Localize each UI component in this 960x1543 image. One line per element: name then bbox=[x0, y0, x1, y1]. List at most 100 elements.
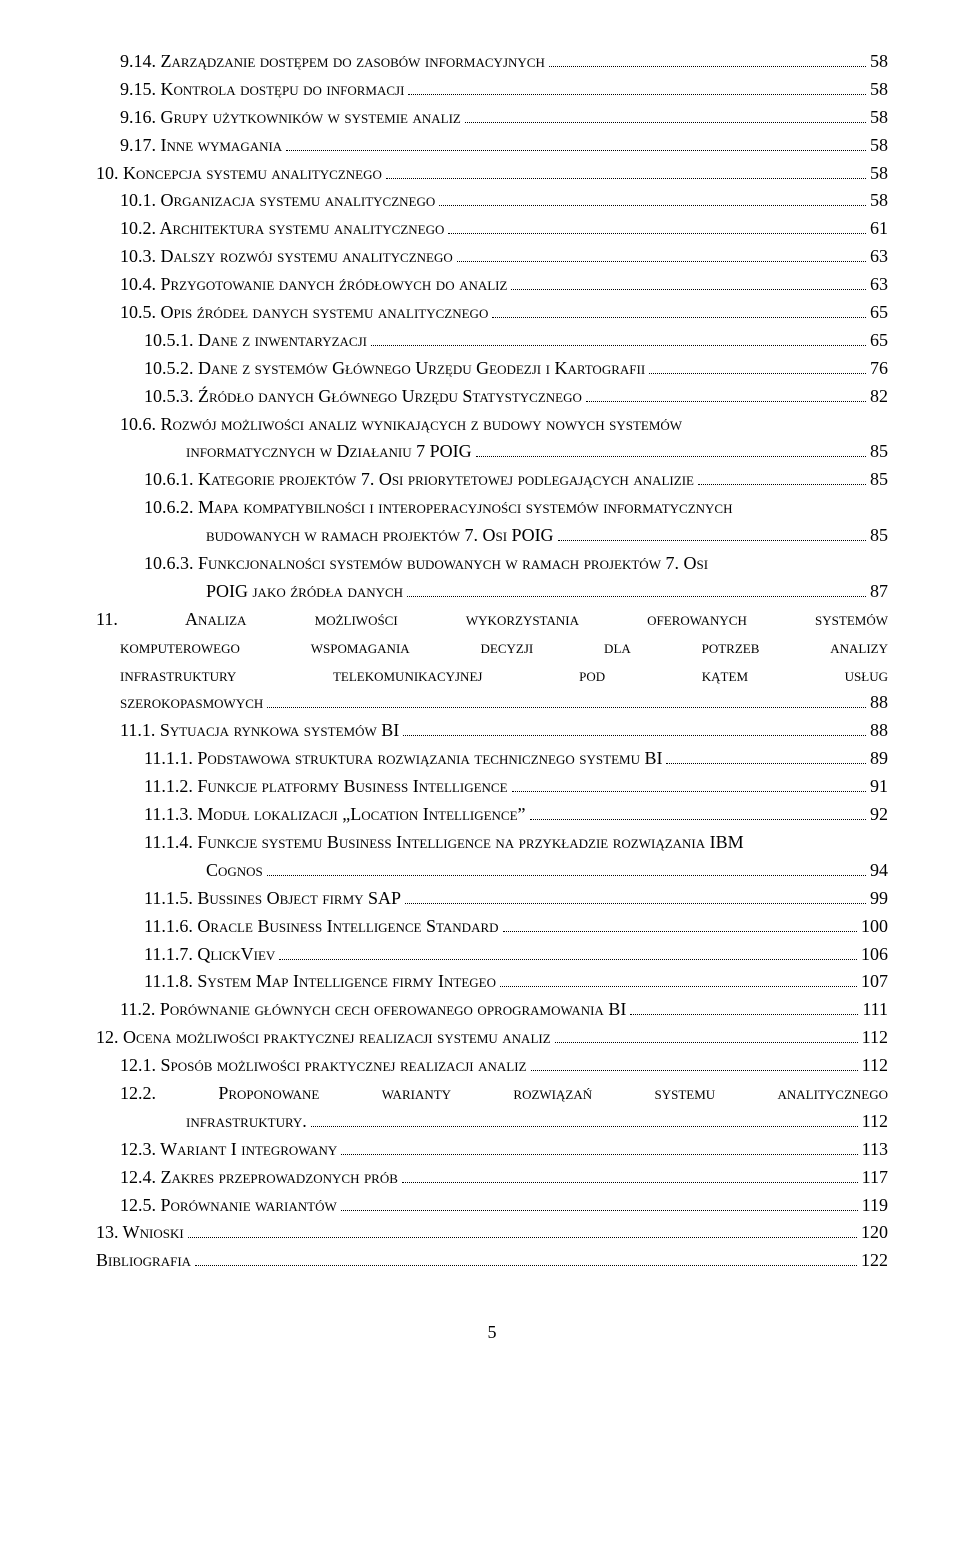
toc-entry: 12.2. Proponowane warianty rozwiązań sys… bbox=[96, 1080, 888, 1108]
toc-entry-page: 63 bbox=[870, 271, 888, 299]
toc-entry-page: 85 bbox=[870, 522, 888, 550]
toc-entry-label: 10.5.1. Dane z inwentaryzacji bbox=[144, 327, 367, 355]
toc-entry-page: 89 bbox=[870, 745, 888, 773]
toc-entry-label: 11.1.2. Funkcje platformy Business Intel… bbox=[144, 773, 508, 801]
toc-entry-label: 11.1.8. System Map Intelligence firmy In… bbox=[144, 968, 496, 996]
toc-entry-page: 120 bbox=[861, 1219, 888, 1247]
toc-entry: Bibliografia 122 bbox=[96, 1247, 888, 1275]
toc-entry-label: 10.6.3. Funkcjonalności systemów budowan… bbox=[144, 550, 708, 578]
toc-entry-label: 11.1.4. Funkcje systemu Business Intelli… bbox=[144, 829, 744, 857]
toc-leader bbox=[341, 1193, 858, 1210]
toc-entry-label: infrastruktury. bbox=[186, 1108, 307, 1136]
toc-entry: 10.6.2. Mapa kompatybilności i interoper… bbox=[96, 494, 888, 522]
toc-entry: informatycznych w Działaniu 7 POIG85 bbox=[96, 438, 888, 466]
toc-entry-label: 11. Analiza możliwości wykorzystania ofe… bbox=[96, 606, 888, 634]
toc-leader bbox=[698, 468, 866, 485]
toc-entry-page: 117 bbox=[862, 1164, 888, 1192]
toc-entry-page: 63 bbox=[870, 243, 888, 271]
toc-entry: szerokopasmowych88 bbox=[96, 689, 888, 717]
toc-entry-label: POIG jako źródła danych bbox=[206, 578, 403, 606]
toc-entry: 10.4. Przygotowanie danych źródłowych do… bbox=[96, 271, 888, 299]
toc-entry-page: 58 bbox=[870, 48, 888, 76]
toc-entry-label: 13. Wnioski bbox=[96, 1219, 184, 1247]
toc-entry: 12.4. Zakres przeprowadzonych prób117 bbox=[96, 1164, 888, 1192]
toc-leader bbox=[555, 1026, 858, 1043]
toc-entry: 11.1.5. Bussines Object firmy SAP99 bbox=[96, 885, 888, 913]
toc-entry-label: 10.1. Organizacja systemu analitycznego bbox=[120, 187, 435, 215]
toc-entry: 10.5.1. Dane z inwentaryzacji 65 bbox=[96, 327, 888, 355]
toc-entry-label: 12.5. Porównanie wariantów bbox=[120, 1192, 337, 1220]
toc-leader bbox=[407, 580, 866, 597]
toc-entry: komputerowego wspomagania decyzji dla po… bbox=[96, 634, 888, 662]
toc-entry-page: 122 bbox=[861, 1247, 888, 1275]
toc-entry-label: 10. Koncepcja systemu analitycznego bbox=[96, 160, 382, 188]
toc-entry: 11.1.1. Podstawowa struktura rozwiązania… bbox=[96, 745, 888, 773]
toc-leader bbox=[267, 859, 866, 876]
toc-entry-label: 10.5.3. Źródło danych Głównego Urzędu St… bbox=[144, 383, 582, 411]
toc-leader bbox=[512, 775, 866, 792]
toc-entry-page: 85 bbox=[870, 438, 888, 466]
toc-leader bbox=[530, 803, 866, 820]
toc-entry-page: 111 bbox=[862, 996, 888, 1024]
toc-entry-page: 100 bbox=[861, 913, 888, 941]
toc-entry: 11.1.3. Moduł lokalizacji „Location Inte… bbox=[96, 801, 888, 829]
toc-entry-label: 11.1.5. Bussines Object firmy SAP bbox=[144, 885, 401, 913]
toc-leader bbox=[267, 691, 866, 708]
toc-entry: 12.1. Sposób możliwości praktycznej real… bbox=[96, 1052, 888, 1080]
toc-entry-page: 91 bbox=[870, 773, 888, 801]
toc-entry-label: komputerowego wspomagania decyzji dla po… bbox=[120, 634, 888, 662]
toc-leader bbox=[448, 217, 866, 234]
toc-entry-label: 11.1.6. Oracle Business Intelligence Sta… bbox=[144, 913, 499, 941]
toc-leader bbox=[279, 942, 857, 959]
toc-leader bbox=[439, 189, 866, 206]
toc-entry-page: 61 bbox=[870, 215, 888, 243]
toc-leader bbox=[286, 133, 866, 150]
toc-leader bbox=[531, 1054, 858, 1071]
toc-entry: POIG jako źródła danych87 bbox=[96, 578, 888, 606]
toc-leader bbox=[558, 524, 866, 541]
toc-entry-label: Cognos bbox=[206, 857, 263, 885]
toc-leader bbox=[586, 385, 866, 402]
toc-entry-page: 58 bbox=[870, 187, 888, 215]
toc-entry-label: 12.1. Sposób możliwości praktycznej real… bbox=[120, 1052, 527, 1080]
toc-entry-page: 82 bbox=[870, 383, 888, 411]
toc-entry-label: budowanych w ramach projektów 7. Osi POI… bbox=[206, 522, 554, 550]
toc-entry-label: 12.2. Proponowane warianty rozwiązań sys… bbox=[120, 1080, 888, 1108]
toc-entry: 11.1.6. Oracle Business Intelligence Sta… bbox=[96, 913, 888, 941]
toc-entry: 9.14. Zarządzanie dostępem do zasobów in… bbox=[96, 48, 888, 76]
toc-entry-label: infrastruktury telekomunikacyjnej pod ką… bbox=[120, 662, 888, 690]
toc-entry: 10.5. Opis źródeł danych systemu anality… bbox=[96, 299, 888, 327]
toc-leader bbox=[341, 1138, 857, 1155]
toc-entry: 11.1. Sytuacja rynkowa systemów BI88 bbox=[96, 717, 888, 745]
toc-entry: infrastruktury telekomunikacyjnej pod ką… bbox=[96, 662, 888, 690]
toc-entry-label: Bibliografia bbox=[96, 1247, 191, 1275]
toc-entry: 10.1. Organizacja systemu analitycznego 5… bbox=[96, 187, 888, 215]
toc-entry: 11.1.8. System Map Intelligence firmy In… bbox=[96, 968, 888, 996]
toc-entry-label: 10.6.2. Mapa kompatybilności i interoper… bbox=[144, 494, 733, 522]
toc-leader bbox=[386, 161, 866, 178]
toc-entry: 10.5.2. Dane z systemów Głównego Urzędu … bbox=[96, 355, 888, 383]
toc-leader bbox=[408, 78, 866, 95]
toc-entry-page: 107 bbox=[861, 968, 888, 996]
toc-entry: 13. Wnioski 120 bbox=[96, 1219, 888, 1247]
toc-leader bbox=[500, 970, 857, 987]
toc-entry: 10.6. Rozwój możliwości analiz wynikając… bbox=[96, 411, 888, 439]
toc-leader bbox=[403, 719, 866, 736]
toc-entry-page: 112 bbox=[862, 1024, 888, 1052]
toc-entry-page: 94 bbox=[870, 857, 888, 885]
toc-entry: 12.3. Wariant I integrowany113 bbox=[96, 1136, 888, 1164]
toc-entry: 12.5. Porównanie wariantów119 bbox=[96, 1192, 888, 1220]
toc-entry-page: 65 bbox=[870, 327, 888, 355]
toc-leader bbox=[371, 329, 866, 346]
toc-leader bbox=[188, 1221, 857, 1238]
toc-entry: 10. Koncepcja systemu analitycznego58 bbox=[96, 160, 888, 188]
toc-entry-label: 10.4. Przygotowanie danych źródłowych do… bbox=[120, 271, 507, 299]
toc-entry-label: 9.17. Inne wymagania bbox=[120, 132, 282, 160]
toc-leader bbox=[549, 50, 866, 67]
toc-entry: 11.1.2. Funkcje platformy Business Intel… bbox=[96, 773, 888, 801]
toc-entry-label: 11.2. Porównanie głównych cech oferowane… bbox=[120, 996, 626, 1024]
toc-leader bbox=[649, 357, 866, 374]
toc-entry: 10.5.3. Źródło danych Głównego Urzędu St… bbox=[96, 383, 888, 411]
toc-entry-page: 112 bbox=[862, 1052, 888, 1080]
toc-entry-label: 11.1. Sytuacja rynkowa systemów BI bbox=[120, 717, 399, 745]
